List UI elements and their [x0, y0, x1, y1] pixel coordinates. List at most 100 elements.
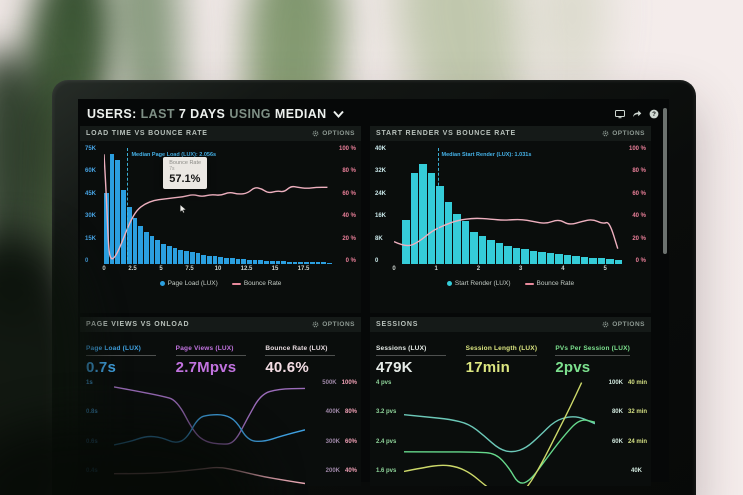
legend-line-icon — [524, 282, 534, 285]
bar[interactable] — [512, 247, 521, 264]
bar[interactable] — [495, 243, 504, 264]
axis-tick: 32K — [375, 168, 387, 175]
bar[interactable] — [315, 262, 321, 264]
axis-tick: 200K — [325, 467, 340, 474]
bar[interactable] — [241, 259, 246, 264]
stat-session-length[interactable]: Session Length (LUX) 17min — [465, 337, 556, 376]
legend-item[interactable]: Page Load (LUX) — [159, 280, 218, 287]
bar[interactable] — [589, 257, 597, 264]
bar[interactable] — [115, 160, 121, 264]
bar[interactable] — [235, 258, 241, 264]
bar[interactable] — [189, 252, 195, 264]
bar[interactable] — [269, 261, 275, 264]
bar[interactable] — [487, 240, 495, 264]
panel-load-time: LOAD TIME VS BOUNCE RATE OPTIONS 75K 60K 4… — [80, 126, 361, 313]
bar[interactable] — [195, 253, 201, 264]
bar[interactable] — [258, 260, 264, 264]
axis-tick-pair: 300K 60% — [309, 439, 357, 445]
bar[interactable] — [572, 255, 580, 264]
bar[interactable] — [109, 153, 115, 264]
bar[interactable] — [436, 185, 444, 264]
options-button[interactable]: OPTIONS — [312, 321, 355, 328]
bar[interactable] — [419, 163, 427, 264]
options-button[interactable]: OPTIONS — [312, 130, 355, 137]
axis-tick-pair: 200K 40% — [309, 468, 357, 474]
bar[interactable] — [172, 247, 178, 264]
bar[interactable] — [206, 255, 212, 264]
bar[interactable] — [224, 257, 229, 264]
options-button[interactable]: OPTIONS — [602, 321, 645, 328]
bar[interactable] — [275, 261, 281, 264]
bar[interactable] — [121, 190, 126, 264]
bar[interactable] — [149, 236, 155, 264]
scrollbar[interactable] — [663, 108, 667, 254]
bar[interactable] — [427, 172, 436, 264]
bar[interactable] — [563, 254, 572, 264]
bar[interactable] — [402, 219, 410, 264]
axis-tick: 40 % — [632, 213, 646, 220]
plot-area[interactable]: Median Start Render (LUX): 1.031s — [394, 146, 623, 264]
stat-page-load[interactable]: Page Load (LUX) 0.7s — [86, 337, 176, 376]
bar[interactable] — [546, 253, 555, 264]
bar[interactable] — [298, 261, 304, 264]
chevron-down-icon[interactable] — [332, 110, 344, 118]
bar[interactable] — [580, 256, 589, 264]
legend-item[interactable]: Start Render (LUX) — [446, 280, 511, 287]
options-button[interactable]: OPTIONS — [602, 130, 645, 137]
bar[interactable] — [538, 252, 546, 264]
bar[interactable] — [529, 250, 538, 264]
stat-bounce-rate[interactable]: Bounce Rate (LUX) 40.6% — [265, 337, 355, 376]
bar[interactable] — [410, 172, 419, 264]
line-chart[interactable]: 4 pvs 3.2 pvs 2.4 pvs 1.6 pvs 100K 40 min 80K… — [374, 378, 647, 486]
bar[interactable] — [246, 259, 252, 264]
dashboard-screen: USERS: LAST 7 DAYS USING MEDIAN ? — [78, 99, 669, 486]
bar[interactable] — [504, 246, 512, 264]
bar[interactable] — [138, 226, 144, 264]
bar[interactable] — [287, 261, 292, 264]
bar[interactable] — [321, 262, 327, 264]
bar[interactable] — [104, 193, 109, 264]
page-title[interactable]: USERS: LAST 7 DAYS USING MEDIAN — [87, 107, 344, 121]
legend-item[interactable]: Bounce Rate — [231, 280, 281, 287]
help-icon[interactable]: ? — [649, 109, 659, 119]
bar[interactable] — [161, 243, 166, 264]
bar-series — [104, 146, 332, 264]
bar[interactable] — [132, 218, 138, 264]
y-axis-right: 100K 40 min 80K 32 min 60K 24 min 40K — [599, 380, 647, 474]
bar[interactable] — [304, 262, 309, 264]
bar[interactable] — [478, 235, 487, 264]
monitor-icon[interactable] — [615, 109, 625, 119]
bar[interactable] — [292, 261, 298, 264]
bar[interactable] — [252, 260, 258, 264]
bar[interactable] — [521, 249, 529, 264]
bar[interactable] — [309, 262, 315, 264]
bar[interactable] — [212, 256, 218, 264]
bar[interactable] — [461, 221, 470, 264]
bar[interactable] — [218, 257, 224, 264]
bar[interactable] — [178, 249, 184, 264]
bar[interactable] — [327, 262, 332, 264]
bar[interactable] — [166, 245, 172, 264]
bar[interactable] — [155, 240, 161, 264]
bar[interactable] — [606, 259, 614, 264]
bar[interactable] — [144, 231, 149, 264]
bar[interactable] — [281, 261, 286, 264]
legend-item[interactable]: Bounce Rate — [524, 280, 574, 287]
bar[interactable] — [264, 260, 269, 264]
bar[interactable] — [470, 231, 478, 264]
plot-area[interactable]: Median Page Load (LUX): 2.056s Bounce Ra… — [104, 146, 332, 264]
bar[interactable] — [229, 258, 235, 264]
bar[interactable] — [597, 258, 606, 264]
bar[interactable] — [555, 253, 563, 264]
share-icon[interactable] — [632, 109, 642, 119]
bar[interactable] — [614, 260, 623, 264]
bar[interactable] — [444, 202, 453, 264]
axis-tick: 40 % — [342, 213, 356, 220]
bar[interactable] — [201, 254, 206, 264]
bar[interactable] — [453, 213, 461, 264]
bar[interactable] — [126, 206, 132, 264]
stat-sessions[interactable]: Sessions (LUX) 479K — [376, 337, 466, 376]
stat-page-views[interactable]: Page Views (LUX) 2.7Mpvs — [175, 337, 266, 376]
bar[interactable] — [184, 251, 189, 264]
stat-pvs-per-session[interactable]: PVs Per Session (LUX) 2pvs — [555, 337, 645, 376]
